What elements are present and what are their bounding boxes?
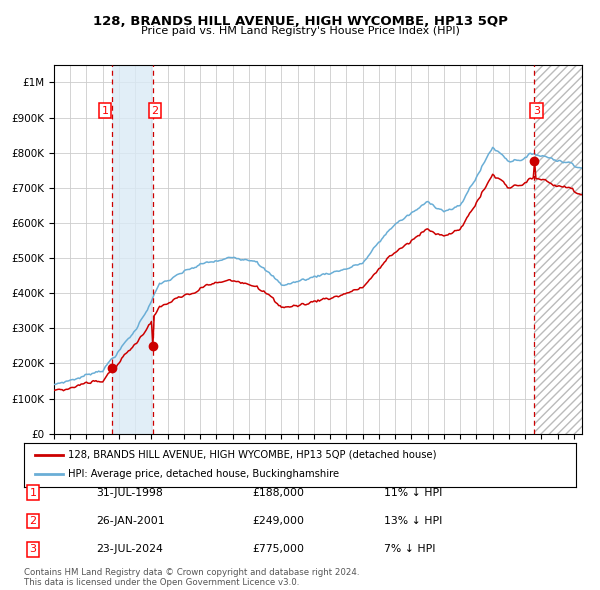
Text: 128, BRANDS HILL AVENUE, HIGH WYCOMBE, HP13 5QP: 128, BRANDS HILL AVENUE, HIGH WYCOMBE, H… — [92, 15, 508, 28]
Text: 7% ↓ HPI: 7% ↓ HPI — [384, 545, 436, 554]
Text: 2: 2 — [29, 516, 37, 526]
Text: 26-JAN-2001: 26-JAN-2001 — [96, 516, 164, 526]
Text: 23-JUL-2024: 23-JUL-2024 — [96, 545, 163, 554]
Text: £188,000: £188,000 — [252, 488, 304, 497]
Text: Price paid vs. HM Land Registry's House Price Index (HPI): Price paid vs. HM Land Registry's House … — [140, 26, 460, 36]
Text: 3: 3 — [533, 106, 540, 116]
Text: Contains HM Land Registry data © Crown copyright and database right 2024.
This d: Contains HM Land Registry data © Crown c… — [24, 568, 359, 587]
Text: 31-JUL-1998: 31-JUL-1998 — [96, 488, 163, 497]
Text: 11% ↓ HPI: 11% ↓ HPI — [384, 488, 442, 497]
Text: 3: 3 — [29, 545, 37, 554]
Bar — [534, 65, 582, 434]
Text: 128, BRANDS HILL AVENUE, HIGH WYCOMBE, HP13 5QP (detached house): 128, BRANDS HILL AVENUE, HIGH WYCOMBE, H… — [68, 450, 437, 460]
Bar — [112, 65, 152, 434]
Text: 2: 2 — [151, 106, 158, 116]
Text: £775,000: £775,000 — [252, 545, 304, 554]
Text: 1: 1 — [101, 106, 109, 116]
Text: £249,000: £249,000 — [252, 516, 304, 526]
Text: HPI: Average price, detached house, Buckinghamshire: HPI: Average price, detached house, Buck… — [68, 470, 339, 479]
Text: 1: 1 — [29, 488, 37, 497]
Text: 13% ↓ HPI: 13% ↓ HPI — [384, 516, 442, 526]
